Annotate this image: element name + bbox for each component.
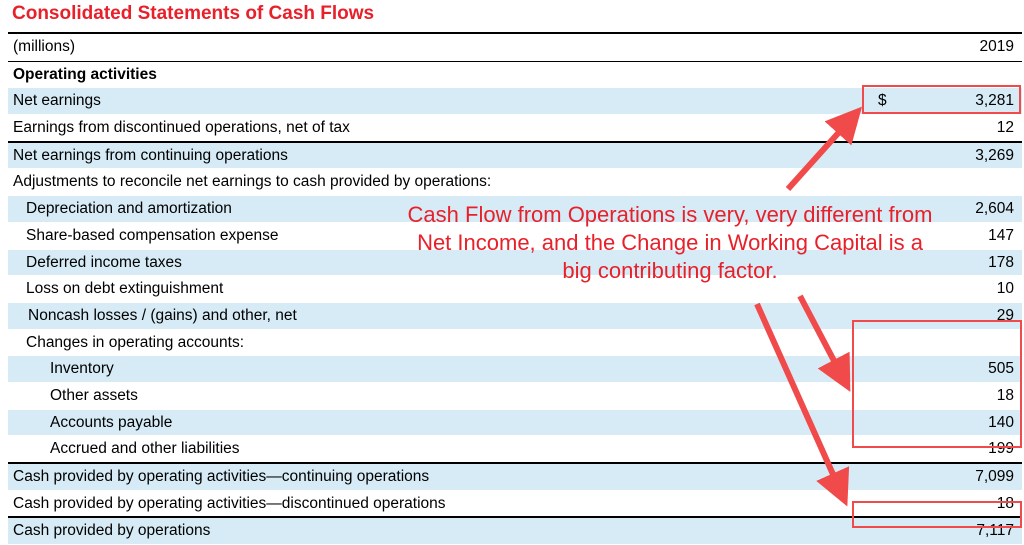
row-value: 3,269 xyxy=(975,146,1014,164)
row-label: Cash provided by operating activities—co… xyxy=(13,468,430,485)
currency-symbol: $ xyxy=(878,92,887,110)
table-row-discontinued-earnings: Earnings from discontinued operations, n… xyxy=(8,115,1022,143)
row-label: Share-based compensation expense xyxy=(26,226,279,244)
year-label: 2019 xyxy=(979,38,1014,55)
table-row-continuing-earnings: Net earnings from continuing operations … xyxy=(8,142,1022,170)
row-value: 29 xyxy=(996,306,1014,324)
row-value: 199 xyxy=(988,440,1014,458)
table-row-debt-extinguishment: Loss on debt extinguishment 10 xyxy=(8,276,1022,303)
annotation-callout: Cash Flow from Operations is very, very … xyxy=(407,202,933,283)
row-label: Net earnings from continuing operations xyxy=(13,146,288,164)
table-row-share-based-comp: Share-based compensation expense 147 xyxy=(8,223,1022,250)
section-header-row: Operating activities xyxy=(8,60,1022,89)
row-label: Depreciation and amortization xyxy=(26,200,232,218)
row-value: 3,281 xyxy=(975,92,1014,110)
row-value: 505 xyxy=(988,360,1014,378)
row-label: Accrued and other liabilities xyxy=(50,440,240,458)
section-label: Operating activities xyxy=(13,65,157,83)
working-capital-highlight-box xyxy=(852,320,1022,448)
cash-from-operations-highlight-box xyxy=(852,501,1022,528)
row-label: Loss on debt extinguishment xyxy=(26,280,224,298)
row-value: 147 xyxy=(988,226,1014,244)
row-label: Net earnings xyxy=(13,92,101,110)
row-value: 140 xyxy=(988,413,1014,431)
row-label: Noncash losses / (gains) and other, net xyxy=(28,306,297,324)
table-row-operating-accounts-header: Changes in operating accounts: xyxy=(8,330,1022,357)
table-row-cash-continuing-ops: Cash provided by operating activities—co… xyxy=(8,464,1022,491)
row-value: 10 xyxy=(996,280,1014,298)
row-label: Accounts payable xyxy=(50,413,173,431)
page-title: Consolidated Statements of Cash Flows xyxy=(12,3,375,24)
row-value: 12 xyxy=(996,119,1014,137)
net-earnings-highlight-box xyxy=(862,85,1021,114)
table-row-other-assets: Other assets 18 xyxy=(8,383,1022,410)
row-label: Adjustments to reconcile net earnings to… xyxy=(13,173,492,191)
table-row-cash-discontinued-ops: Cash provided by operating activities—di… xyxy=(8,491,1022,519)
row-label: Earnings from discontinued operations, n… xyxy=(13,119,350,137)
table-row-adjustments-header: Adjustments to reconcile net earnings to… xyxy=(8,169,1022,197)
table-row-depreciation: Depreciation and amortization 2,604 xyxy=(8,196,1022,223)
row-label: Cash provided by operations xyxy=(13,522,211,540)
row-label: Inventory xyxy=(50,360,114,378)
units-label: (millions) xyxy=(13,38,75,55)
row-label: Cash provided by operating activities—di… xyxy=(13,494,446,512)
row-value: 178 xyxy=(988,253,1014,271)
row-value: 18 xyxy=(996,494,1014,512)
row-value: 2,604 xyxy=(975,200,1014,218)
row-label: Changes in operating accounts: xyxy=(26,333,245,351)
table-row-deferred-taxes: Deferred income taxes 178 xyxy=(8,249,1022,277)
row-label: Deferred income taxes xyxy=(26,253,182,271)
table-row-accrued-liabilities: Accrued and other liabilities 199 xyxy=(8,436,1022,464)
row-label: Other assets xyxy=(50,386,138,404)
table-header-row: (millions) 2019 xyxy=(8,32,1022,61)
row-value: 7,099 xyxy=(975,468,1014,485)
row-value: 18 xyxy=(996,386,1014,404)
